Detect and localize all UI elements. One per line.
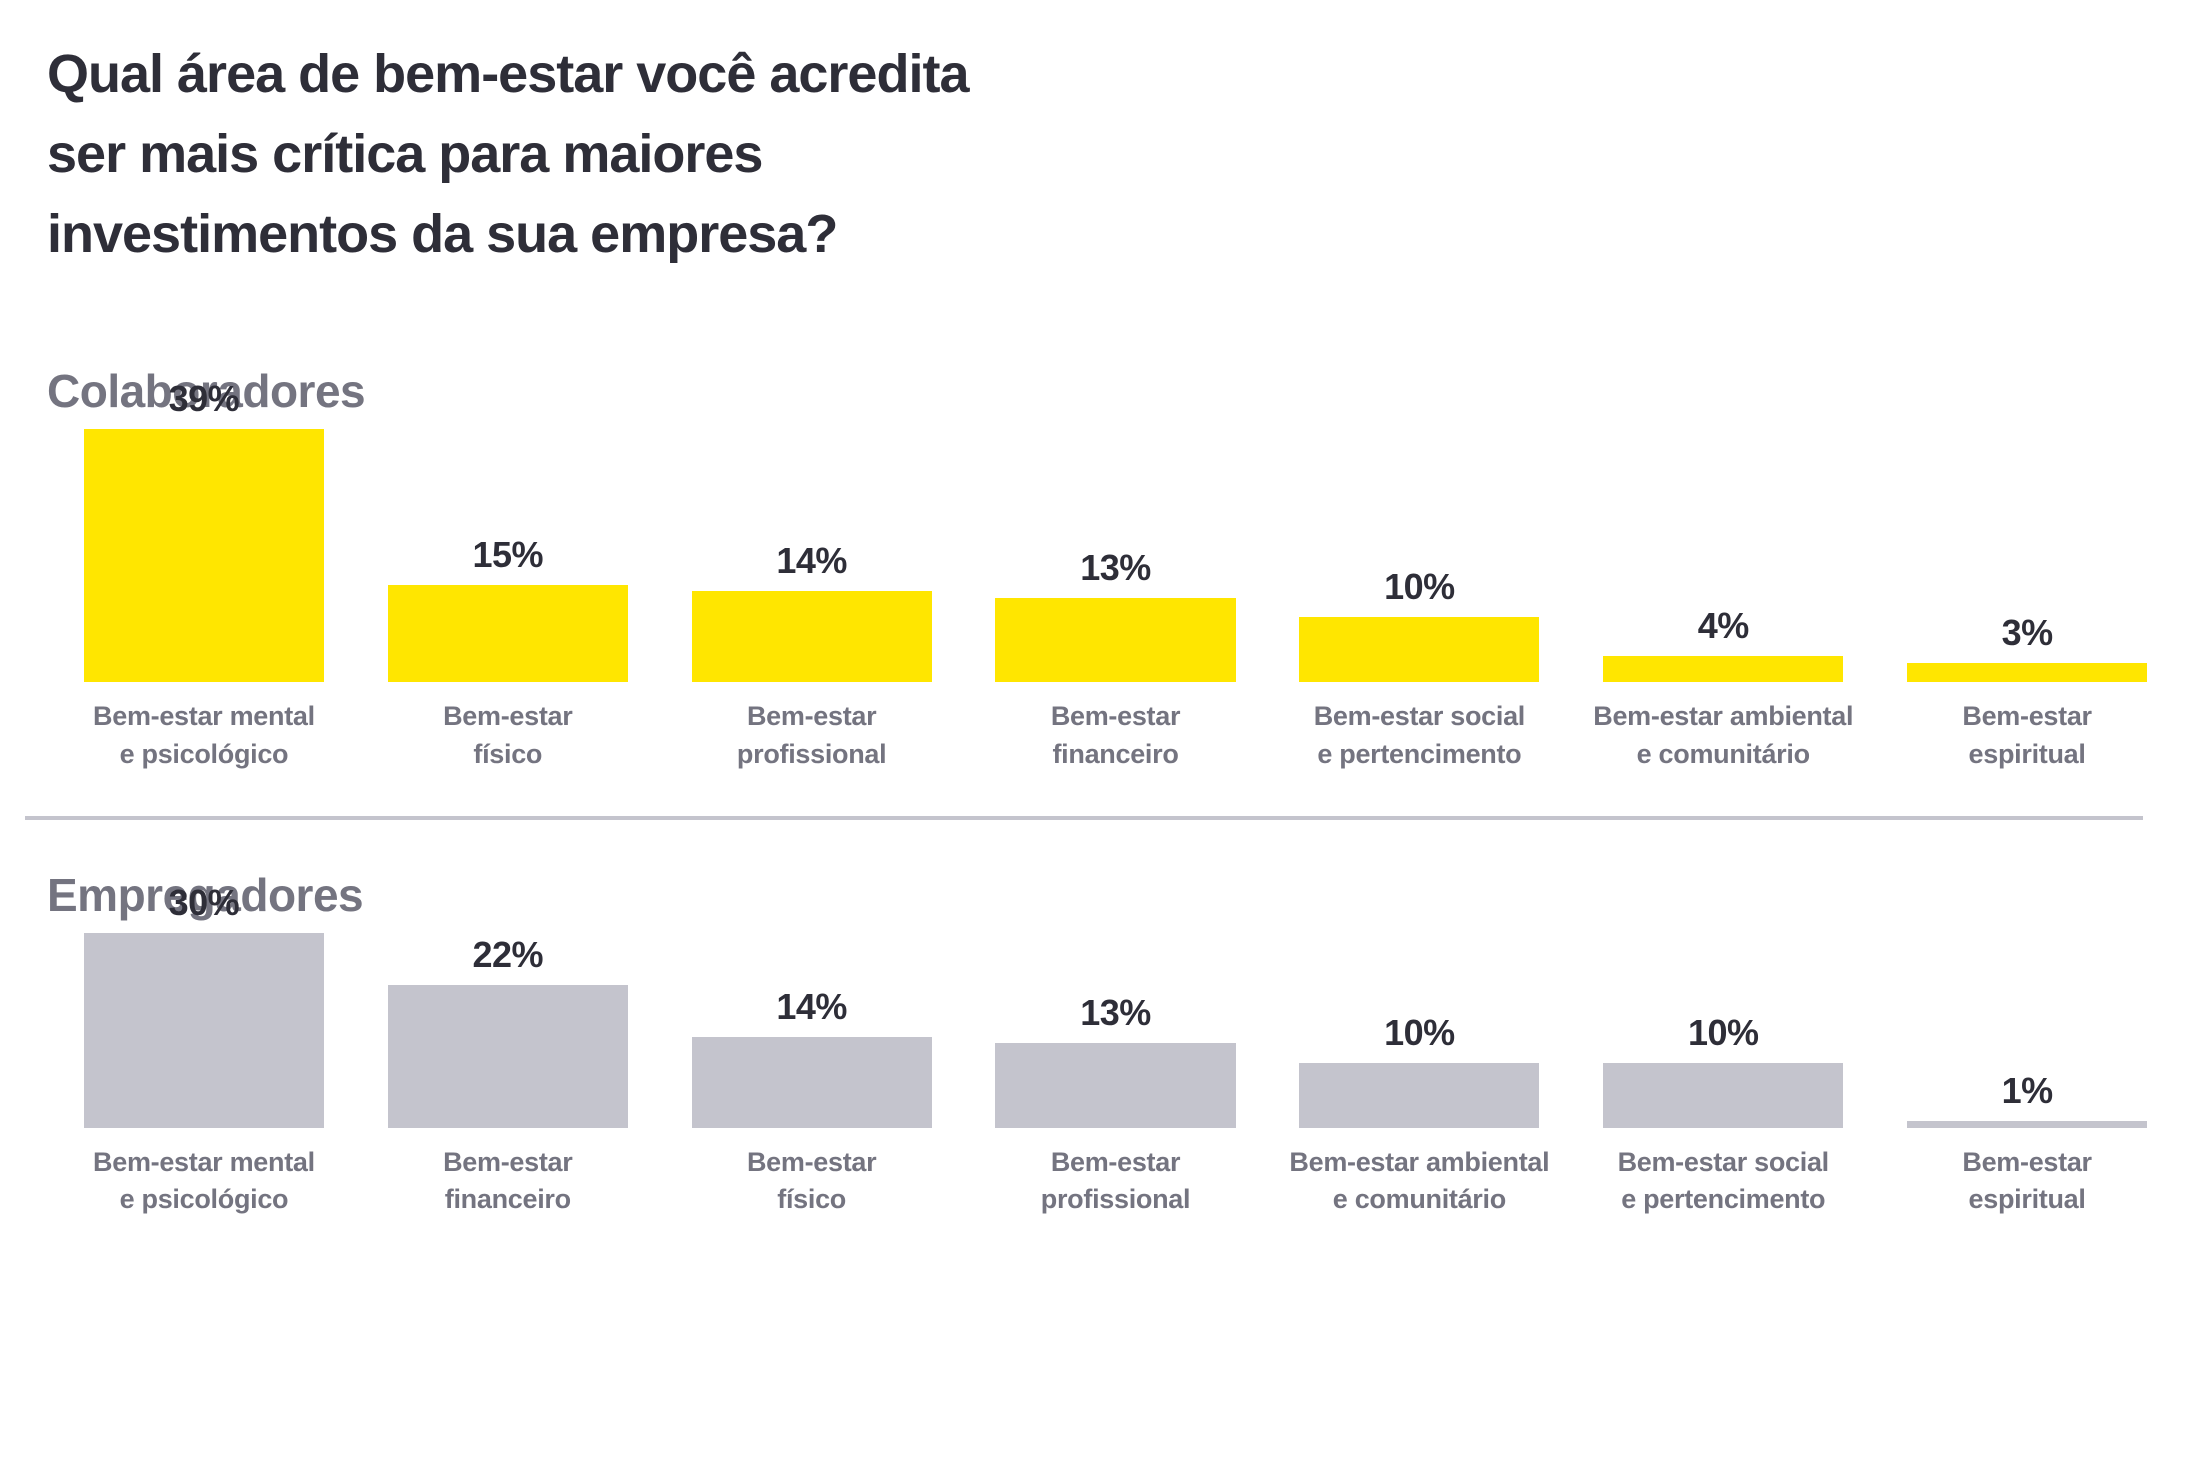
bar-value-label: 10%	[1384, 1011, 1455, 1053]
infographic-page: Qual área de bem-estar você acredita ser…	[0, 34, 2193, 1224]
chart-column: 10% Bem-estar ambiental e comunitário	[1267, 1011, 1571, 1224]
page-title: Qual área de bem-estar você acredita ser…	[47, 34, 2193, 274]
bar-chart-colaboradores: 39% Bem-estar mental e psicológico 15% Bem-e…	[52, 380, 2179, 779]
bar	[387, 984, 628, 1128]
bar-value-label: 14%	[776, 540, 847, 582]
chart-column: 15% Bem-estar físico	[356, 533, 660, 779]
page-title-line-3: investimentos da sua empresa?	[47, 204, 838, 264]
section-header-empregadores: Empregadores	[47, 869, 364, 922]
bar-value-label: 13%	[1080, 546, 1151, 588]
bar	[1299, 1062, 1540, 1128]
bar-category-label: Bem-estar ambiental e comunitário	[1593, 701, 1854, 769]
chart-column: 13% Bem-estar profissional	[964, 995, 1268, 1224]
bar-value-label: 1%	[2001, 1070, 2054, 1112]
chart-section-empregadores: Empregadores 30% Bem-estar mental e psicol…	[0, 870, 2193, 1224]
bar	[995, 597, 1236, 683]
bar	[691, 591, 932, 683]
chart-column: 10% Bem-estar social e pertencimento	[1571, 1011, 1875, 1224]
chart-section-colaboradores: Colaboradores 39% Bem-estar mental e psico…	[0, 366, 2193, 778]
bar-category-label: Bem-estar mental e psicológico	[93, 1146, 315, 1215]
chart-column: 39% Bem-estar mental e psicológico	[52, 377, 356, 779]
bar	[1603, 656, 1844, 683]
bar-category-label: Bem-estar espiritual	[1962, 1146, 2092, 1215]
section-divider	[25, 816, 2143, 821]
chart-column: 22% Bem-estar financeiro	[356, 933, 660, 1224]
bar-category-label: Bem-estar financeiro	[443, 1146, 573, 1215]
chart-column: 14% Bem-estar físico	[660, 985, 964, 1224]
bar-category-label: Bem-estar profissional	[1040, 1146, 1191, 1215]
bar	[387, 584, 628, 683]
bar-value-label: 3%	[2001, 611, 2054, 653]
bar	[1907, 1121, 2148, 1128]
bar	[83, 932, 324, 1128]
bar	[691, 1036, 932, 1128]
bar	[83, 428, 324, 683]
bar-category-label: Bem-estar social e pertencimento	[1313, 701, 1526, 769]
bar-category-label: Bem-estar mental e psicológico	[93, 701, 315, 769]
page-title-line-2: ser mais crítica para maiores	[47, 124, 763, 184]
bar-category-label: Bem-estar espiritual	[1962, 701, 2092, 769]
chart-column: 3% Bem-estar espiritual	[1875, 611, 2179, 779]
bar-value-label: 4%	[1697, 605, 1750, 647]
bar-value-label: 22%	[472, 933, 544, 975]
chart-column: 14% Bem-estar profissional	[660, 543, 964, 778]
bar-value-label: 30%	[168, 881, 240, 923]
bar	[995, 1043, 1236, 1128]
chart-column: 30% Bem-estar mental e psicológico	[52, 881, 356, 1224]
bar-category-label: Bem-estar físico	[443, 701, 573, 769]
bar-value-label: 14%	[776, 985, 847, 1027]
bar-value-label: 13%	[1080, 992, 1151, 1034]
bar-value-label: 39%	[168, 377, 240, 419]
bar	[1907, 662, 2148, 683]
bar-category-label: Bem-estar social e pertencimento	[1617, 1146, 1830, 1215]
page-title-line-1: Qual área de bem-estar você acredita	[47, 44, 969, 104]
bar-category-label: Bem-estar financeiro	[1050, 701, 1181, 769]
chart-column: 10% Bem-estar social e pertencimento	[1267, 569, 1571, 778]
chart-column: 13% Bem-estar financeiro	[964, 546, 1268, 779]
chart-column: 4% Bem-estar ambiental e comunitário	[1571, 608, 1875, 778]
bar-chart-empregadores: 30% Bem-estar mental e psicológico 22% Bem-e…	[52, 884, 2179, 1224]
bar-category-label: Bem-estar físico	[746, 1146, 877, 1215]
bar	[1299, 617, 1540, 683]
bar-category-label: Bem-estar ambiental e comunitário	[1289, 1146, 1550, 1215]
bar	[1603, 1062, 1844, 1128]
bar-value-label: 10%	[1687, 1011, 1759, 1053]
section-header-colaboradores: Colaboradores	[47, 365, 366, 417]
bar-value-label: 15%	[472, 533, 544, 575]
chart-column: 1% Bem-estar espiritual	[1875, 1073, 2179, 1224]
bar-category-label: Bem-estar profissional	[736, 701, 887, 769]
bar-value-label: 10%	[1384, 566, 1455, 608]
